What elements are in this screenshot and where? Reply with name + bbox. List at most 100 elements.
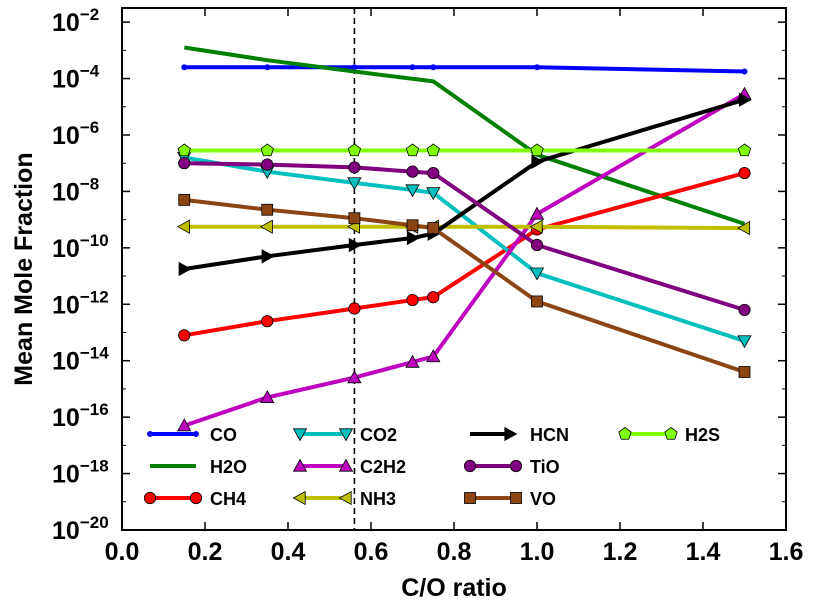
data-point [409, 64, 416, 71]
legend-swatch-marker [509, 459, 523, 473]
legend-label: TiO [530, 457, 560, 477]
data-point [264, 64, 271, 71]
data-point [405, 184, 420, 198]
legend-swatch-marker [510, 492, 522, 504]
data-point [738, 92, 752, 107]
tick-layer: 0.0 0.2 0.4 0.6 0.8 1.0 1.2 1.4 1.6 10−20 10−18 10−… [52, 5, 803, 566]
data-point [738, 166, 751, 180]
data-point [177, 418, 192, 432]
data-point [427, 291, 440, 304]
data-point [530, 143, 544, 157]
data-point [406, 219, 419, 232]
x-tick-label: 1.6 [769, 538, 804, 566]
data-point [405, 143, 420, 157]
legend-label: CO2 [360, 425, 397, 445]
legend-swatch-marker [664, 427, 678, 440]
legend-item-co: CO [146, 425, 237, 445]
legend-label: H2S [685, 425, 720, 445]
data-point [737, 143, 752, 157]
legend-swatch-marker [192, 430, 199, 437]
legend-swatch-marker [338, 428, 354, 442]
x-tick-label: 1.4 [686, 538, 721, 566]
legend-swatch-marker [504, 426, 518, 442]
data-point [177, 143, 191, 157]
data-point [348, 212, 361, 225]
data-point [178, 329, 191, 342]
data-point [178, 193, 191, 206]
legend-label: C2H2 [360, 457, 406, 477]
x-tick-label: 0.8 [437, 538, 472, 566]
data-point [347, 143, 362, 157]
y-tick-label: 10−10 [52, 231, 109, 263]
legend-item-h2o: H2O [150, 457, 247, 477]
data-point [348, 302, 361, 315]
data-point [261, 315, 274, 328]
data-point [261, 203, 274, 216]
x-tick-label: 0.4 [271, 538, 306, 566]
series-h2s [177, 143, 752, 157]
data-point [351, 64, 358, 71]
series-vo [178, 193, 751, 378]
legend-swatch-marker [464, 492, 476, 504]
data-point [529, 219, 543, 234]
data-point [178, 261, 192, 277]
legend-item-vo: VO [464, 489, 556, 509]
data-point [259, 219, 273, 234]
data-point [427, 222, 440, 234]
y-tick-label: 10−20 [52, 513, 109, 545]
data-point [405, 354, 420, 368]
legend-label: CO [210, 425, 237, 445]
x-tick-label: 0.6 [354, 538, 389, 566]
series-line [183, 97, 746, 271]
series-h2o [183, 45, 746, 226]
legend-item-tio: TiO [463, 457, 560, 477]
legend-item-h2s: H2S [618, 425, 720, 445]
series-nh3 [176, 219, 751, 236]
series-line [183, 45, 746, 226]
legend-item-co2: CO2 [292, 425, 397, 445]
x-tick-label: 0.0 [105, 538, 140, 566]
legend-swatch-marker [146, 430, 153, 437]
data-point [531, 154, 545, 169]
data-point [426, 143, 440, 157]
plot-frame [121, 7, 787, 531]
legend-label: HCN [530, 425, 569, 445]
legend-item-hcn: HCN [470, 425, 569, 445]
data-point [738, 303, 751, 317]
legend-swatch-marker [292, 428, 308, 442]
legend-item-ch4: CH4 [143, 489, 246, 509]
y-axis-label: Mean Mole Fraction [10, 152, 38, 385]
data-point [347, 177, 362, 191]
x-tick-label: 1.0 [520, 538, 555, 566]
data-point [531, 295, 543, 308]
series-line [183, 92, 746, 428]
y-tick-label: 10−18 [52, 457, 109, 489]
data-point [406, 165, 419, 178]
x-axis-label: C/O ratio [401, 574, 507, 602]
legend-swatch-marker [292, 458, 308, 472]
data-point [430, 64, 437, 71]
x-tick-label: 1.2 [603, 538, 638, 566]
data-point [181, 64, 188, 71]
data-point [406, 230, 420, 246]
y-tick-label: 10−12 [52, 287, 109, 319]
legend-item-c2h2: C2H2 [292, 457, 406, 477]
series-c2h2 [177, 86, 752, 432]
y-tick-label: 10−8 [52, 174, 99, 206]
data-point [260, 143, 274, 157]
data-point [406, 293, 419, 307]
legend-label: H2O [210, 457, 247, 477]
legend: CO H2O CH4 CO2 C2H2 NH3 HCN TiO VO H2S [143, 425, 720, 509]
y-tick-label: 10−16 [52, 400, 109, 432]
data-point [741, 68, 748, 75]
data-point [426, 349, 441, 363]
series-hcn [178, 92, 752, 277]
series-layer [176, 45, 752, 432]
legend-swatch-marker [292, 490, 306, 506]
legend-item-nh3: NH3 [292, 489, 396, 509]
data-point [529, 267, 545, 281]
legend-swatch-marker [143, 491, 157, 505]
data-point [348, 237, 362, 253]
series-line [184, 161, 746, 312]
